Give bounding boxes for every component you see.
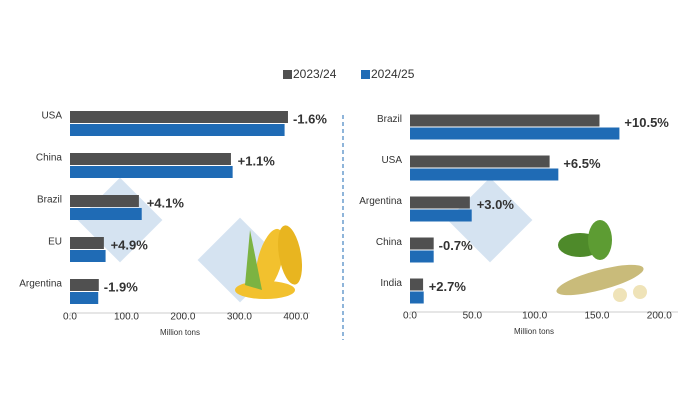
bar	[70, 111, 288, 123]
change-label: -0.7%	[439, 238, 473, 253]
change-label: +2.7%	[429, 279, 467, 294]
bar	[410, 250, 434, 263]
bar	[70, 250, 106, 262]
legend-swatch	[361, 70, 370, 79]
change-label: +4.9%	[111, 237, 149, 252]
category-label: EU	[48, 237, 62, 248]
bar	[410, 168, 559, 181]
x-tick-label: 0.0	[403, 311, 417, 322]
x-tick-label: 200.0	[647, 311, 672, 322]
category-label: China	[376, 237, 403, 248]
change-label: +1.1%	[238, 153, 276, 168]
x-axis-label: Million tons	[160, 328, 200, 337]
bar	[410, 114, 600, 127]
x-tick-label: 100.0	[522, 311, 547, 322]
category-label: Brazil	[37, 195, 62, 206]
change-label: -1.9%	[104, 279, 138, 294]
bar	[70, 124, 285, 136]
bar	[70, 166, 233, 178]
bar	[70, 195, 139, 207]
bar	[410, 237, 434, 250]
bar	[410, 291, 424, 304]
x-tick-label: 400.0	[283, 312, 308, 323]
change-label: -1.6%	[293, 111, 327, 126]
change-label: +10.5%	[624, 115, 669, 130]
bar	[70, 292, 99, 304]
corn-illustration	[235, 225, 303, 299]
x-tick-label: 0.0	[63, 312, 77, 323]
legend-label: 2024/25	[371, 67, 415, 81]
legend-label: 2023/24	[293, 67, 337, 81]
bar	[410, 127, 620, 140]
change-label: +3.0%	[477, 197, 515, 212]
category-label: Argentina	[19, 279, 62, 290]
bar	[410, 278, 424, 291]
bar	[410, 155, 550, 168]
x-tick-label: 100.0	[114, 312, 139, 323]
bar	[410, 196, 470, 209]
category-label: Argentina	[359, 196, 402, 207]
bar	[70, 153, 231, 165]
x-tick-label: 50.0	[463, 311, 483, 322]
x-tick-label: 150.0	[584, 311, 609, 322]
change-label: +4.1%	[147, 195, 185, 210]
bar	[410, 209, 472, 222]
legend-swatch	[283, 70, 292, 79]
soy-illustration	[556, 220, 647, 302]
category-label: USA	[381, 155, 402, 166]
category-label: India	[380, 278, 402, 289]
x-tick-label: 200.0	[170, 312, 195, 323]
change-label: +6.5%	[563, 156, 601, 171]
x-axis-label: Million tons	[514, 327, 554, 336]
category-label: Brazil	[377, 114, 402, 125]
category-label: China	[36, 153, 63, 164]
category-label: USA	[41, 111, 62, 122]
x-tick-label: 300.0	[227, 312, 252, 323]
bar	[70, 208, 142, 220]
bar	[70, 237, 104, 249]
bar	[70, 279, 99, 291]
